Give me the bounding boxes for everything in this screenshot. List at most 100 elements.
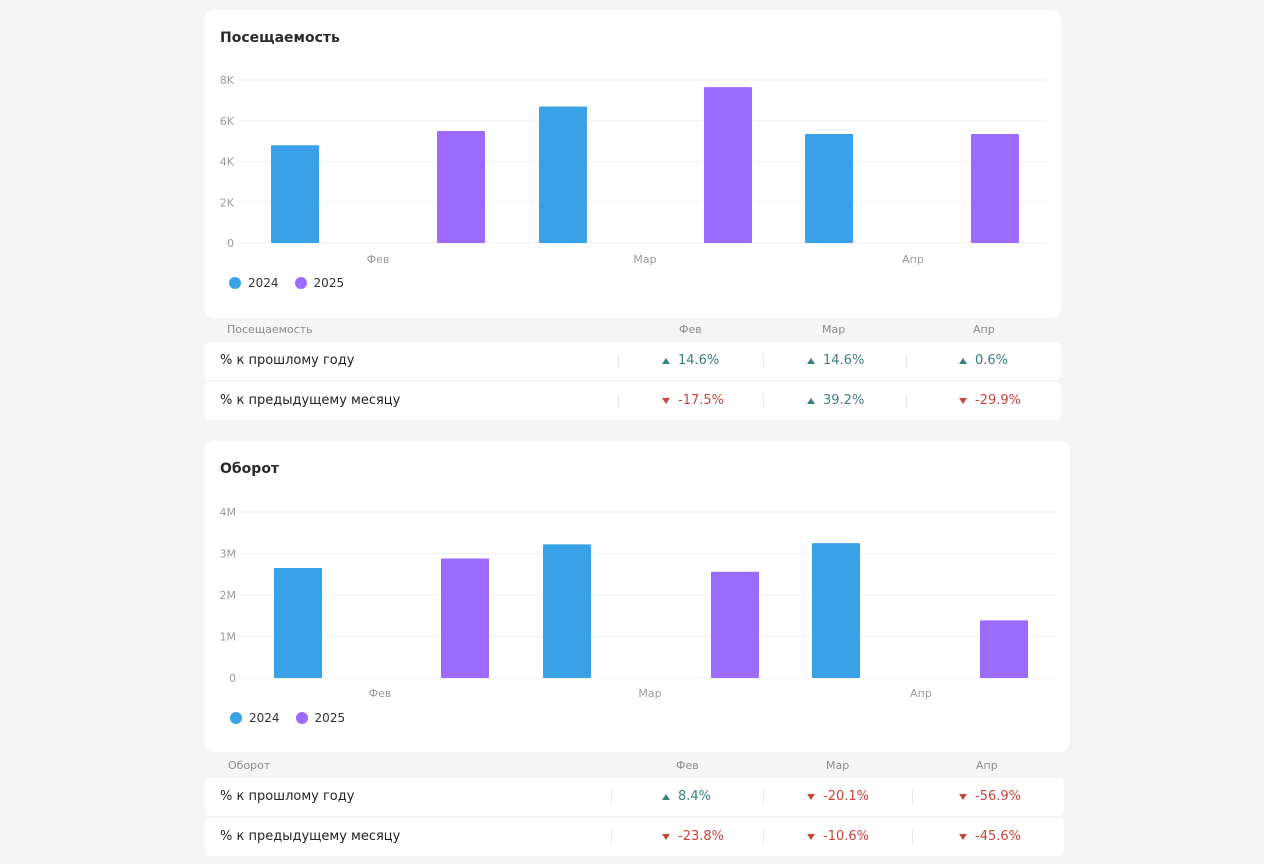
legend-item-2025[interactable]: 2025: [295, 711, 346, 725]
legend-dot-2025: [295, 712, 308, 724]
table-header-feb: Фев: [679, 323, 702, 336]
row-label: % к предыдущему месяцу: [220, 829, 401, 844]
column-divider: [763, 354, 764, 368]
legend-label-2024: 2024: [248, 276, 279, 290]
triangle-up-icon: [807, 397, 815, 404]
change-value: 8.4%: [678, 789, 712, 804]
table-header-mar: Мар: [822, 323, 846, 336]
change-cell: -29.9%: [959, 393, 1021, 408]
column-divider: [912, 830, 913, 844]
table-row: % к предыдущему месяцу -17.5% 39.2% -29.9%: [204, 382, 1061, 420]
row-label: % к прошлому году: [220, 789, 355, 804]
change-cell: -56.9%: [959, 789, 1021, 804]
y-tick-label: 4M: [220, 506, 237, 519]
column-divider: [611, 830, 612, 844]
change-value: -17.5%: [678, 393, 724, 408]
row-label: % к предыдущему месяцу: [220, 393, 401, 408]
legend-dot-2024: [229, 277, 241, 289]
change-value: -29.9%: [975, 393, 1021, 408]
y-tick-label: 2M: [220, 589, 237, 602]
turnover-title: Оборот: [220, 461, 280, 477]
triangle-up-icon: [662, 793, 670, 800]
table-row: % к прошлому году 8.4% -20.1% -56.9%: [204, 778, 1064, 816]
bar-2025-1[interactable]: [704, 87, 752, 243]
change-value: -45.6%: [975, 829, 1021, 844]
y-tick-label: 8K: [220, 74, 235, 87]
turnover-legend: 2024 2025: [230, 711, 345, 725]
change-value: 39.2%: [823, 393, 865, 408]
change-cell: 0.6%: [959, 353, 1008, 368]
x-tick-label: Мар: [638, 687, 661, 700]
y-tick-label: 6K: [220, 115, 235, 128]
change-cell: -17.5%: [662, 393, 724, 408]
bar-2025-1[interactable]: [711, 571, 759, 678]
triangle-down-icon: [662, 833, 670, 840]
table-header-apr: Апр: [973, 323, 995, 336]
column-divider: [912, 790, 913, 804]
bar-2024-1[interactable]: [543, 544, 591, 678]
triangle-up-icon: [662, 357, 670, 364]
change-cell: 8.4%: [662, 789, 711, 804]
column-divider: [611, 790, 612, 804]
y-tick-label: 1M: [220, 631, 237, 644]
triangle-up-icon: [959, 357, 967, 364]
turnover-table-header: Оборот Фев Мар Апр: [204, 756, 1064, 776]
bar-2025-0[interactable]: [437, 130, 485, 243]
column-divider: [906, 394, 907, 408]
table-header-label: Посещаемость: [227, 323, 313, 336]
change-value: 14.6%: [678, 353, 720, 368]
x-tick-label: Апр: [902, 253, 924, 266]
y-tick-label: 4K: [220, 156, 235, 169]
change-cell: 14.6%: [807, 353, 864, 368]
attendance-bar-chart: 0 2K 4K 6K 8K Фев Мар Апр: [220, 74, 1047, 266]
attendance-legend: 2024 2025: [229, 276, 344, 290]
change-value: -23.8%: [678, 829, 724, 844]
legend-dot-2025: [294, 277, 307, 289]
triangle-down-icon: [662, 397, 670, 404]
change-cell: -10.6%: [807, 829, 869, 844]
x-tick-label: Фев: [367, 253, 390, 266]
x-tick-label: Мар: [633, 253, 656, 266]
triangle-down-icon: [959, 397, 967, 404]
bar-2025-0[interactable]: [441, 558, 489, 678]
triangle-down-icon: [807, 793, 815, 800]
triangle-down-icon: [959, 833, 967, 840]
y-tick-label: 3M: [220, 548, 237, 561]
table-header-mar: Мар: [826, 759, 850, 772]
change-cell: 39.2%: [807, 393, 864, 408]
bar-2025-2[interactable]: [971, 133, 1019, 243]
change-cell: 14.6%: [662, 353, 719, 368]
change-value: -20.1%: [823, 789, 869, 804]
legend-label-2025: 2025: [314, 711, 346, 725]
x-tick-label: Фев: [369, 687, 392, 700]
bar-2024-2[interactable]: [812, 543, 860, 678]
triangle-down-icon: [959, 793, 967, 800]
legend-item-2024[interactable]: 2024: [229, 276, 279, 290]
legend-item-2025[interactable]: 2025: [294, 276, 344, 290]
bar-2024-0[interactable]: [274, 568, 322, 678]
change-value: 14.6%: [823, 353, 865, 368]
turnover-chart-card: Оборот 0 1M 2M 3M 4M Фев Мар Апр 2024 2025: [204, 441, 1070, 752]
turnover-bar-chart: 0 1M 2M 3M 4M Фев Мар Апр: [220, 506, 1057, 700]
x-tick-label: Апр: [910, 687, 932, 700]
attendance-table-header: Посещаемость Фев Мар Апр: [204, 320, 1061, 340]
triangle-down-icon: [807, 833, 815, 840]
legend-item-2024[interactable]: 2024: [230, 711, 280, 725]
legend-label-2024: 2024: [249, 711, 280, 725]
triangle-up-icon: [807, 357, 815, 364]
bar-2025-2[interactable]: [980, 620, 1028, 678]
table-row: % к предыдущему месяцу -23.8% -10.6% -45.6%: [204, 818, 1064, 856]
table-row: % к прошлому году 14.6% 14.6% 0.6%: [204, 342, 1061, 380]
table-header-label: Оборот: [228, 759, 271, 772]
change-value: -10.6%: [823, 829, 869, 844]
column-divider: [906, 354, 907, 368]
bar-2024-2[interactable]: [805, 133, 853, 243]
bar-2024-0[interactable]: [271, 145, 319, 243]
column-divider: [618, 394, 619, 408]
legend-dot-2024: [230, 712, 242, 724]
change-cell: -45.6%: [959, 829, 1021, 844]
y-tick-label: 2K: [220, 196, 235, 209]
column-divider: [763, 394, 764, 408]
attendance-title: Посещаемость: [220, 30, 340, 46]
bar-2024-1[interactable]: [539, 106, 587, 243]
